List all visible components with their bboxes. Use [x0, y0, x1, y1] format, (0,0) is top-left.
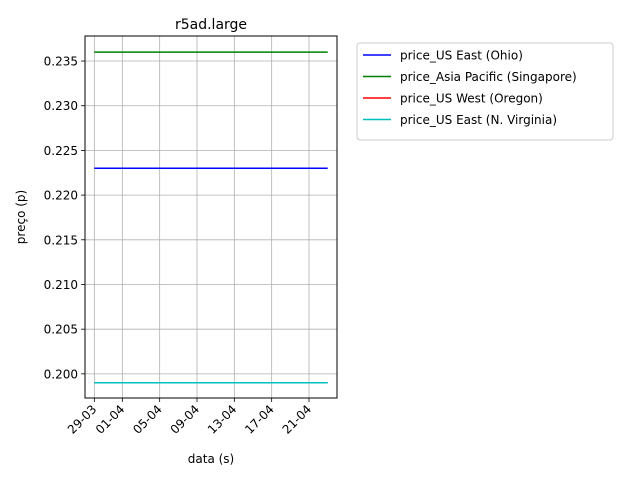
y-axis-ticks: 0.200 0.205 0.210 0.215 0.220 0.225 0.230 0.235	[44, 55, 85, 381]
legend-label: price_US East (N. Virginia)	[400, 113, 557, 127]
y-tick-label: 0.210	[44, 278, 78, 292]
legend-label: price_US East (Ohio)	[400, 49, 523, 63]
y-tick-label: 0.215	[44, 233, 78, 247]
legend-box	[356, 42, 614, 141]
chart-title: r5ad.large	[175, 17, 247, 33]
grid	[85, 36, 337, 398]
legend-label: price_US West (Oregon)	[400, 92, 543, 106]
legend-label: price_Asia Pacific (Singapore)	[400, 70, 577, 84]
plot-frame	[84, 35, 338, 399]
x-axis-label: data (s)	[188, 452, 234, 466]
y-tick-label: 0.200	[44, 367, 78, 381]
y-tick-label: 0.225	[44, 144, 78, 158]
y-tick-label: 0.220	[44, 189, 78, 203]
legend: price_US East (Ohio) price_Asia Pacific (…	[356, 42, 614, 141]
y-tick-label: 0.205	[44, 323, 78, 337]
y-axis-label: preço (p)	[14, 190, 28, 244]
y-tick-label: 0.235	[44, 55, 78, 69]
y-tick-label: 0.230	[44, 99, 78, 113]
series-lines	[94, 51, 328, 384]
